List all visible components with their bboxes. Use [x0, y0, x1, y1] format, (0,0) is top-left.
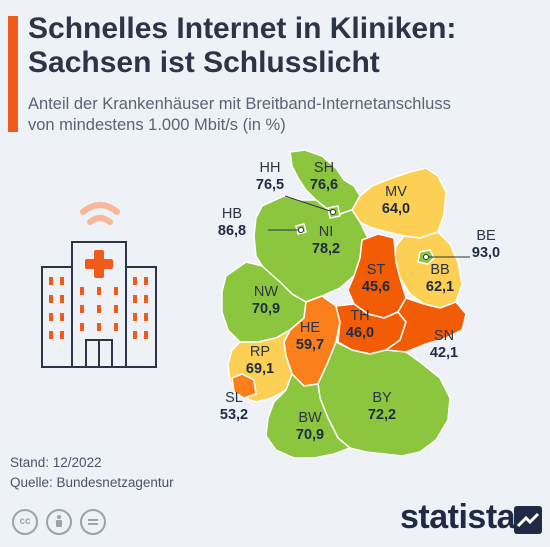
- state-label-ni: NI 78,2: [306, 224, 346, 258]
- accent-bar: [8, 16, 18, 132]
- state-label-he: HE 59,7: [290, 320, 330, 354]
- title-line-1: Schnelles Internet in Kliniken:: [28, 12, 457, 45]
- state-label-sn: SN 42,1: [424, 328, 464, 362]
- state-label-hh: HH 76,5: [250, 160, 290, 194]
- state-value: 93,0: [471, 245, 501, 261]
- page-title: Schnelles Internet in Kliniken: Sachsen …: [28, 12, 548, 80]
- state-label-nw: NW 70,9: [246, 284, 286, 318]
- state-code: HH: [259, 160, 281, 176]
- state-value: 76,6: [309, 177, 339, 193]
- state-value: 62,1: [425, 279, 455, 295]
- state-value: 59,7: [295, 337, 325, 353]
- state-label-th: TH 46,0: [340, 308, 380, 342]
- state-code: HB: [221, 206, 243, 222]
- state-label-by: BY 72,2: [362, 390, 402, 424]
- state-code: BE: [476, 228, 496, 244]
- state-value: 86,8: [217, 223, 247, 239]
- state-value: 70,9: [295, 427, 325, 443]
- statista-logo[interactable]: statista: [400, 498, 516, 536]
- state-code: NW: [253, 284, 279, 300]
- state-code: SH: [313, 160, 335, 176]
- state-code: HE: [299, 320, 321, 336]
- statista-logo-icon: [514, 506, 542, 534]
- state-code: RP: [249, 344, 271, 360]
- state-label-st: ST 45,6: [356, 262, 396, 296]
- cc-icon[interactable]: cc: [12, 509, 38, 535]
- state-label-sh: SH 76,6: [304, 160, 344, 194]
- state-label-rp: RP 69,1: [240, 344, 280, 378]
- state-value: 69,1: [245, 361, 275, 377]
- state-mv[interactable]: [351, 167, 447, 239]
- state-code: BW: [298, 410, 322, 426]
- state-value: 42,1: [429, 345, 459, 361]
- state-sn[interactable]: [385, 297, 467, 353]
- state-value: 78,2: [311, 241, 341, 257]
- state-value: 64,0: [381, 201, 411, 217]
- title-line-2: Sachsen ist Schlusslicht: [28, 46, 380, 79]
- state-value: 46,0: [345, 325, 375, 341]
- state-code: BY: [372, 390, 392, 406]
- state-value: 76,5: [255, 177, 285, 193]
- state-code: MV: [385, 184, 407, 200]
- no-derivatives-icon[interactable]: [80, 509, 106, 535]
- leader-lines: [268, 195, 470, 260]
- state-value: 70,9: [251, 301, 281, 317]
- state-label-hb: HB 86,8: [212, 206, 252, 240]
- state-code: SL: [225, 390, 243, 406]
- state-label-sl: SL 53,2: [214, 390, 254, 424]
- subtitle-line-1: Anteil der Krankenhäuser mit Breitband-I…: [28, 95, 451, 113]
- state-code: TH: [350, 308, 370, 324]
- source-date: Stand: 12/2022: [10, 455, 102, 470]
- attribution-icon[interactable]: [46, 509, 72, 535]
- state-sl[interactable]: [231, 373, 257, 399]
- subtitle-line-2: von mindestens 1.000 Mbit/s (in %): [28, 116, 286, 134]
- state-code: BB: [430, 262, 450, 278]
- state-bw[interactable]: [265, 373, 351, 459]
- state-value: 53,2: [219, 407, 249, 423]
- state-label-mv: MV 64,0: [376, 184, 416, 218]
- state-code: SN: [433, 328, 455, 344]
- state-label-be: BE 93,0: [466, 228, 506, 262]
- state-label-bb: BB 62,1: [420, 262, 460, 296]
- state-code: NI: [318, 224, 334, 240]
- state-code: ST: [366, 262, 386, 278]
- source-name: Quelle: Bundesnetzagentur: [10, 475, 174, 490]
- page-subtitle: Anteil der Krankenhäuser mit Breitband-I…: [28, 94, 548, 136]
- state-label-bw: BW 70,9: [290, 410, 330, 444]
- state-value: 72,2: [367, 407, 397, 423]
- state-value: 45,6: [361, 279, 391, 295]
